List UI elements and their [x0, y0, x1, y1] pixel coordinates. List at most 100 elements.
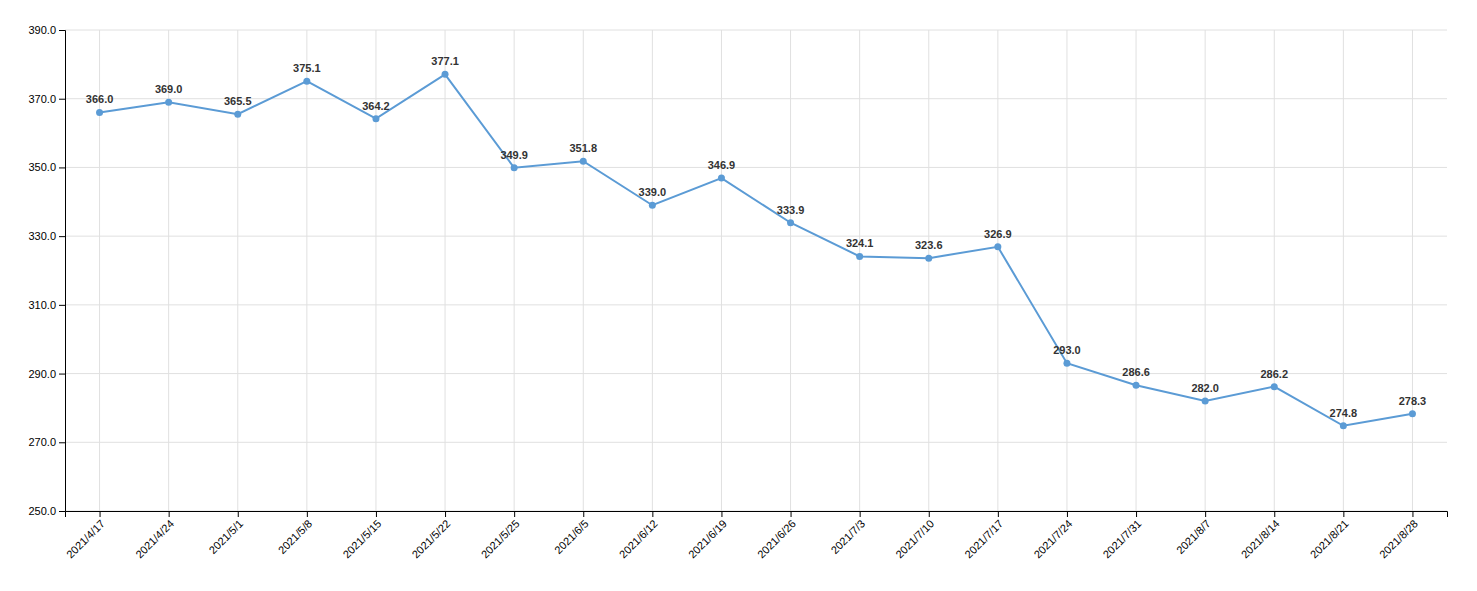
point: [303, 78, 310, 85]
tick-label: 250.0: [28, 505, 56, 517]
point: [787, 219, 794, 226]
tick-label: 290.0: [28, 368, 56, 380]
x-tick: 2021/6/12: [617, 511, 660, 560]
y-tick: 250.0: [28, 505, 65, 517]
x-tick: 2021/6/5: [552, 511, 591, 556]
tick-label: 2021/7/24: [1031, 517, 1074, 560]
y-tick: 350.0: [28, 161, 65, 173]
data-label: 351.8: [569, 142, 597, 154]
grid-line: [65, 30, 1447, 31]
x-tick: 2021/8/14: [1239, 511, 1282, 560]
data-label: 323.6: [915, 239, 943, 251]
y-tick: 370.0: [28, 93, 65, 105]
point: [442, 71, 449, 78]
point: [165, 99, 172, 106]
x-tick: 2021/7/3: [828, 511, 867, 556]
data-label: 282.0: [1191, 382, 1219, 394]
grid-line: [997, 30, 998, 511]
series: [96, 71, 1416, 429]
grid-line: [721, 30, 722, 511]
x-tick: 2021/5/22: [409, 511, 452, 560]
tick-mark: [860, 511, 861, 517]
tick-mark: [1067, 511, 1068, 517]
y-tick: 270.0: [28, 436, 65, 448]
data-label: 369.0: [155, 83, 183, 95]
tick-label: 2021/8/14: [1239, 517, 1282, 560]
plot-area: 250.0270.0290.0310.0330.0350.0370.0390.0…: [28, 24, 1447, 560]
x-tick: 2021/5/8: [276, 511, 315, 556]
tick-mark: [59, 442, 65, 443]
tick-label: 2021/5/25: [479, 517, 522, 560]
tick-mark: [59, 30, 65, 31]
x-axis: 2021/4/17 2021/4/24 2021/5/1 2021/5/8 2021/5…: [64, 511, 1448, 560]
tick-label: 2021/8/7: [1174, 517, 1213, 556]
grid-line: [1136, 30, 1137, 511]
y-tick: 390.0: [28, 24, 65, 36]
x-tick: 2021/5/1: [206, 511, 245, 556]
tick-mark: [59, 236, 65, 237]
data-label: 364.2: [362, 100, 390, 112]
grid-line: [445, 30, 446, 511]
point: [1063, 360, 1070, 367]
tick-mark: [59, 99, 65, 100]
axis-line: [66, 512, 1448, 518]
grid-line: [1205, 30, 1206, 511]
tick-mark: [721, 511, 722, 517]
tick-mark: [59, 305, 65, 306]
data-label: 286.2: [1260, 368, 1288, 380]
tick-mark: [307, 511, 308, 517]
tick-label: 2021/5/1: [206, 517, 245, 556]
tick-label: 2021/7/10: [893, 517, 936, 560]
tick-mark: [100, 511, 101, 517]
tick-mark: [652, 511, 653, 517]
tick-label: 2021/8/28: [1377, 517, 1420, 560]
grid-line: [583, 30, 584, 511]
tick-mark: [1343, 511, 1344, 517]
point: [649, 202, 656, 209]
x-tick: 2021/7/31: [1100, 511, 1143, 560]
point: [1202, 398, 1209, 405]
x-tick: 2021/5/25: [479, 511, 522, 560]
tick-label: 2021/8/21: [1308, 517, 1351, 560]
data-label: 375.1: [293, 62, 321, 74]
grid-line: [1343, 30, 1344, 511]
data-label: 349.9: [500, 149, 528, 161]
grid-line: [306, 30, 307, 511]
data-label: 333.9: [777, 204, 805, 216]
point: [1133, 382, 1140, 389]
tick-mark: [514, 511, 515, 517]
tick-label: 390.0: [28, 24, 56, 36]
tick-mark: [1412, 511, 1413, 517]
y-tick: 310.0: [28, 299, 65, 311]
chart: 250.0270.0290.0310.0330.0350.0370.0390.0…: [0, 0, 1477, 591]
grid-line: [65, 236, 1447, 237]
point: [372, 115, 379, 122]
tick-mark: [1205, 511, 1206, 517]
tick-label: 310.0: [28, 299, 56, 311]
tick-mark: [59, 374, 65, 375]
tick-label: 2021/6/5: [552, 517, 591, 556]
tick-label: 2021/4/24: [133, 517, 176, 560]
tick-label: 2021/6/12: [617, 517, 660, 560]
grid-line: [65, 373, 1447, 374]
x-tick: 2021/4/17: [64, 511, 107, 560]
data-label: 346.9: [708, 159, 736, 171]
point: [96, 109, 103, 116]
x-tick: 2021/8/21: [1308, 511, 1351, 560]
data-label: 274.8: [1330, 407, 1358, 419]
y-axis: 250.0270.0290.0310.0330.0350.0370.0390.0: [28, 24, 65, 517]
grid-line: [65, 167, 1447, 168]
x-tick: 2021/7/10: [893, 511, 936, 560]
x-tick: 2021/8/28: [1377, 511, 1420, 560]
x-tick: 2021/4/24: [133, 511, 176, 560]
tick-label: 2021/5/15: [340, 517, 383, 560]
tick-label: 2021/5/22: [409, 517, 452, 560]
tick-mark: [998, 511, 999, 517]
grid-line: [514, 30, 515, 511]
grid: [65, 30, 1447, 511]
point: [856, 253, 863, 260]
data-labels: 366.0369.0365.5375.1364.2377.1349.9351.8…: [86, 55, 1426, 418]
tick-mark: [376, 511, 377, 517]
grid-line: [65, 304, 1447, 305]
x-tick: 2021/7/17: [962, 511, 1005, 560]
